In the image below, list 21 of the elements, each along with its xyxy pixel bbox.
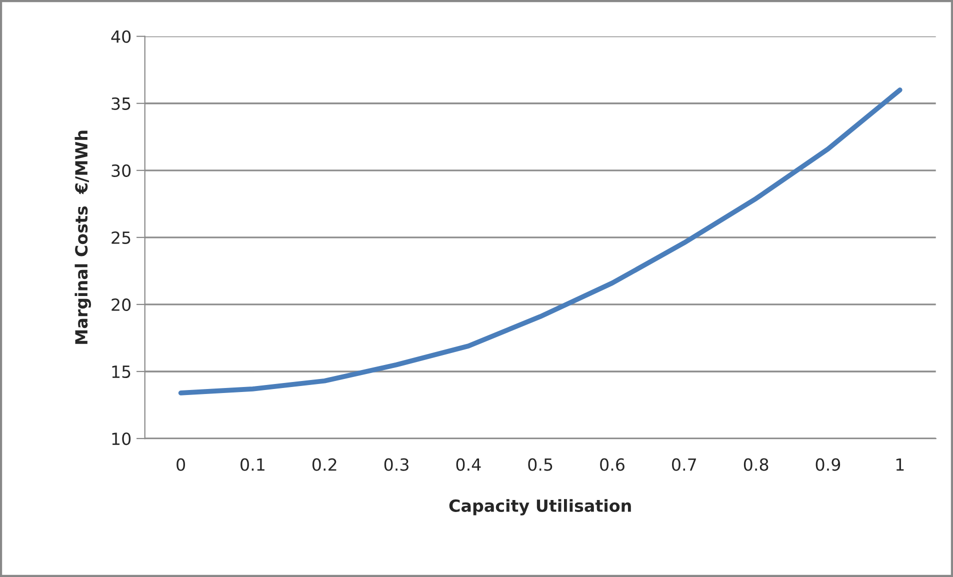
y-axis-title: Marginal Costs €/MWh [74, 130, 92, 344]
line-series [178, 88, 902, 396]
y-tick-label: 20 [112, 298, 131, 312]
y-tick-label: 30 [112, 164, 131, 177]
y-tick-label: 40 [111, 30, 131, 43]
x-tick-label: 0.7 [672, 458, 696, 471]
x-tick-label: 0.6 [600, 458, 624, 471]
y-tick-label: 15 [112, 366, 130, 378]
y-tick-label: 10 [112, 432, 131, 446]
x-tick-label: 0.4 [456, 458, 481, 471]
y-tick-label: 25 [112, 231, 130, 244]
x-tick-label: 0.9 [816, 458, 840, 471]
x-tick-label: 0 [176, 458, 186, 471]
x-axis-title: Capacity Utilisation [449, 499, 631, 516]
x-tick-label: 0.3 [384, 458, 408, 471]
y-tick-label: 35 [112, 97, 130, 110]
x-tick-label: 0.1 [240, 458, 264, 471]
x-tick-label: 0.5 [528, 458, 552, 471]
x-tick-label: 1 [896, 458, 904, 471]
x-tick-label: 0.8 [744, 458, 768, 471]
x-tick-label: 0.2 [312, 458, 336, 471]
